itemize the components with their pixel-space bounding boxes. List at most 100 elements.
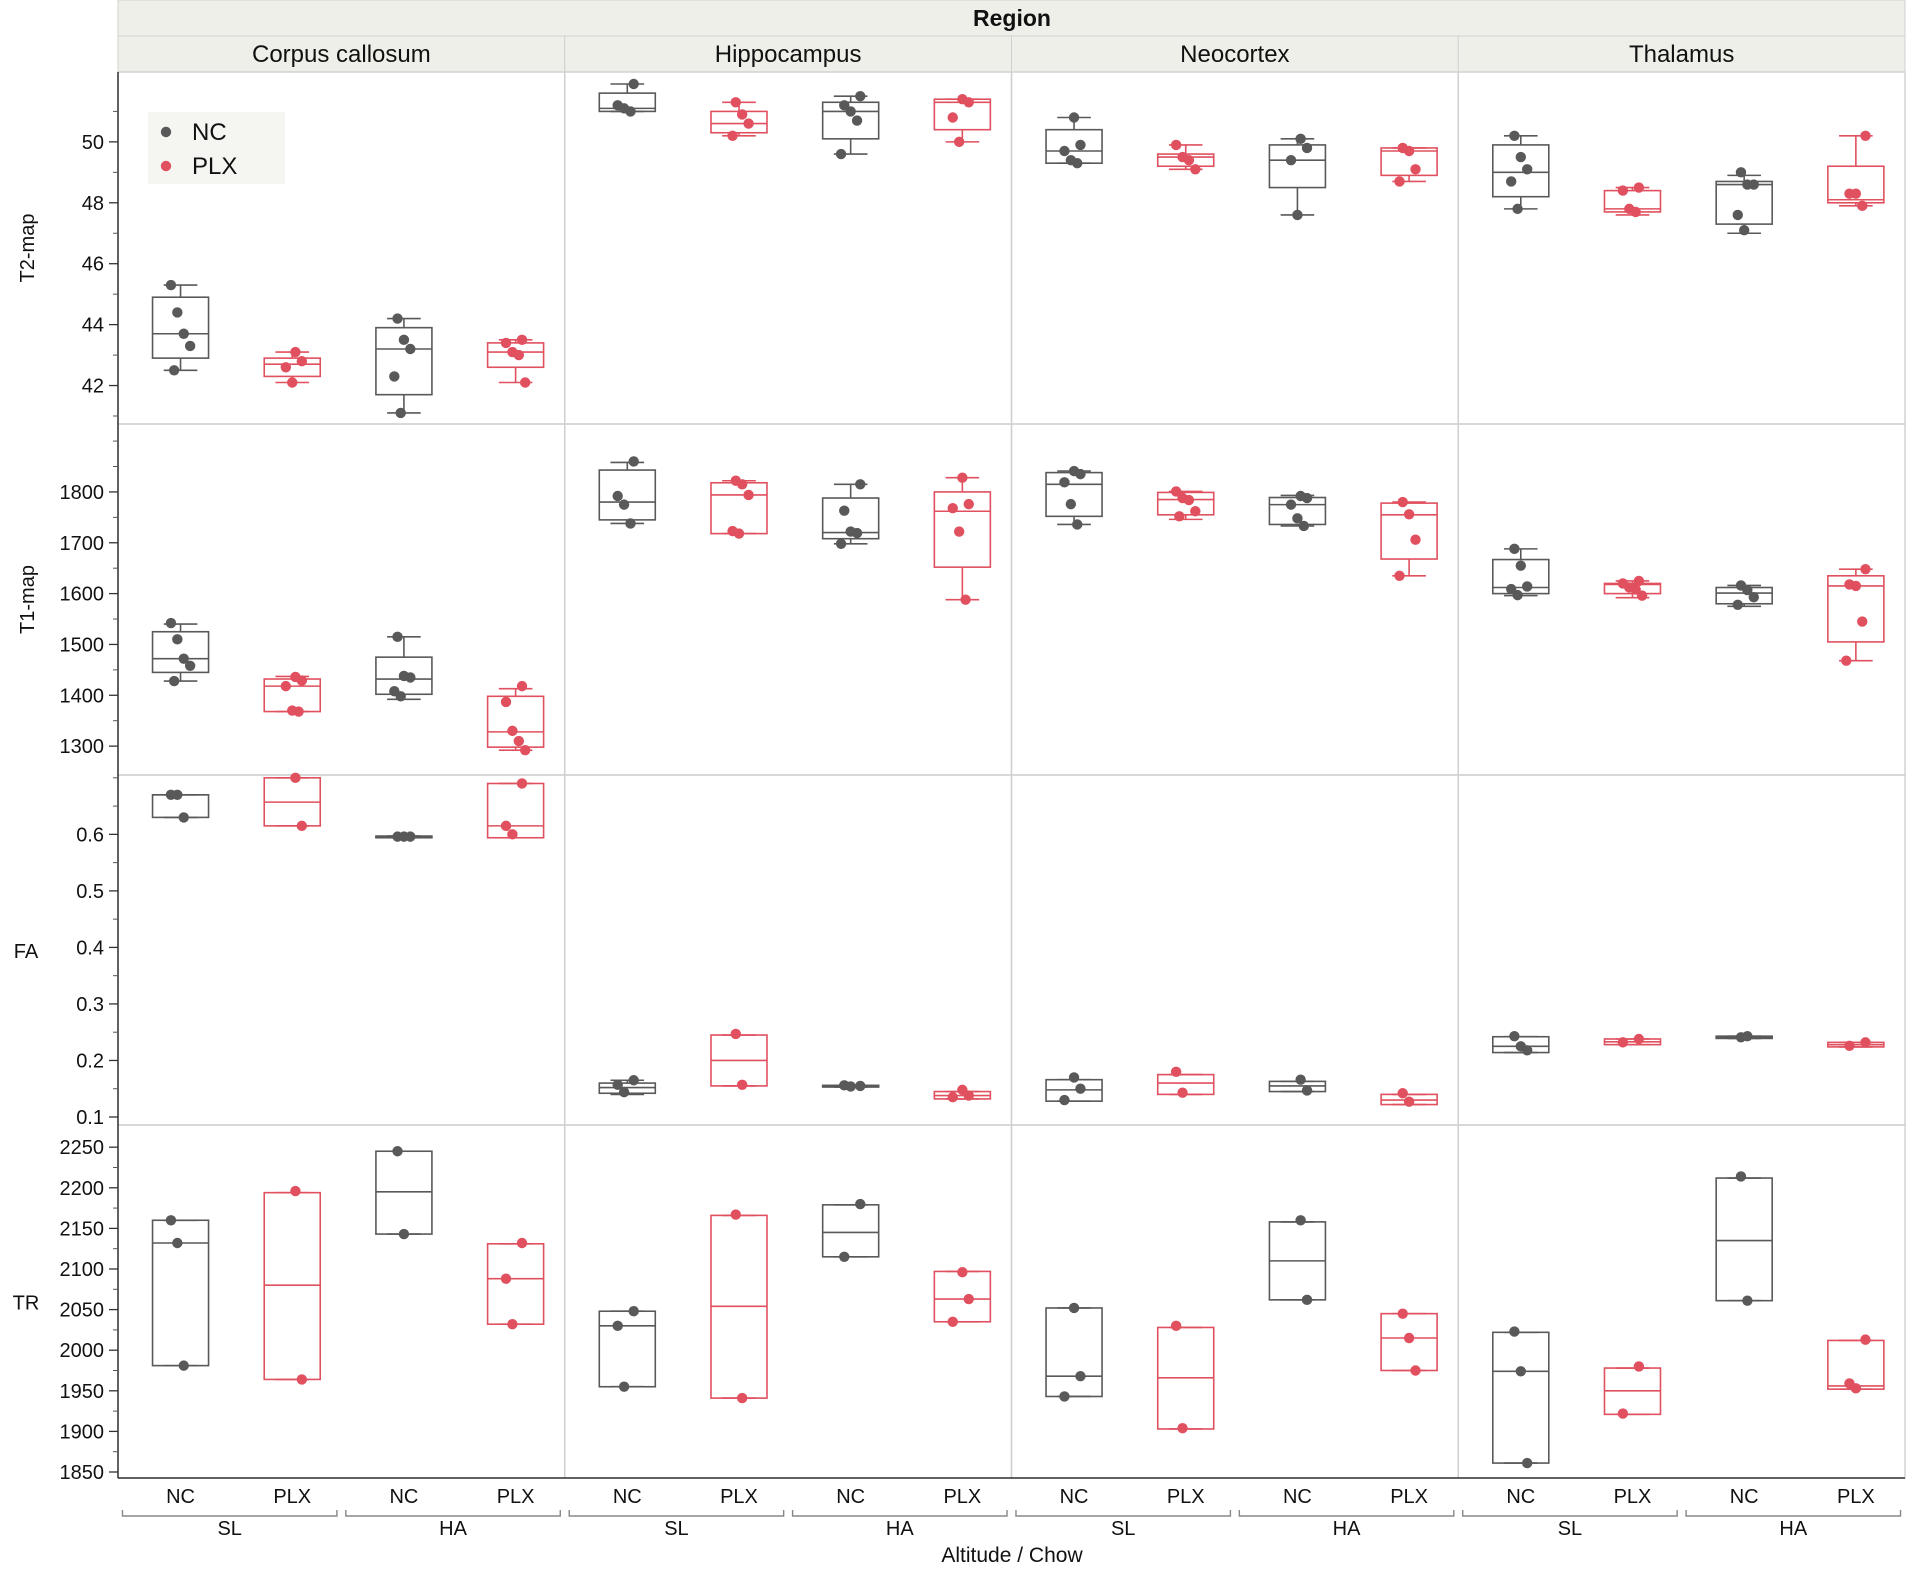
data-point-plx [500, 820, 512, 832]
data-point-plx [1617, 1037, 1629, 1048]
box-rect [821, 497, 880, 540]
data-point-nc [618, 499, 630, 510]
data-point-plx [733, 528, 745, 539]
altitude-label: HA [886, 1518, 914, 1540]
data-point-plx [1857, 200, 1868, 212]
data-point-plx [1857, 616, 1868, 627]
data-point-plx [287, 377, 298, 388]
data-point-nc [392, 631, 403, 643]
altitude-bracket [121, 1510, 338, 1517]
data-point-plx [293, 706, 304, 717]
data-point-plx [290, 772, 301, 784]
data-point-plx [1394, 176, 1405, 187]
box-rect [1491, 1331, 1550, 1464]
data-point-nc [1301, 1294, 1313, 1306]
region-header: Hippocampus [715, 41, 862, 68]
data-point-nc [1732, 209, 1743, 221]
x-tick-label: NC [1283, 1486, 1312, 1508]
data-point-nc [1742, 584, 1753, 596]
region-header: Thalamus [1629, 41, 1734, 68]
data-point-nc [398, 1228, 410, 1240]
y-tick-label: 2050 [60, 1300, 105, 1322]
altitude-bracket [791, 1510, 1008, 1517]
data-point-plx [1844, 1040, 1855, 1051]
data-point-nc [1735, 167, 1747, 178]
data-point-nc [168, 365, 180, 376]
x-tick-label: NC [1730, 1486, 1759, 1508]
data-point-nc [1512, 203, 1523, 215]
data-point-nc [851, 527, 863, 539]
data-point-nc [1292, 513, 1303, 524]
data-point-plx [736, 1392, 748, 1404]
region-header-band [117, 35, 566, 73]
data-point-plx [1841, 655, 1852, 666]
data-point-nc [172, 789, 183, 800]
data-point-nc [1515, 560, 1526, 571]
data-point-nc [1298, 520, 1310, 532]
altitude-bracket [345, 1510, 561, 1517]
y-tick-label: 2200 [60, 1178, 105, 1200]
y-tick-label: 46 [82, 254, 104, 276]
data-point-nc [1075, 139, 1086, 151]
data-point-nc [1075, 1083, 1086, 1094]
data-point-nc [1075, 468, 1086, 480]
data-point-nc [165, 279, 177, 291]
data-point-plx [1860, 1037, 1871, 1048]
data-point-nc [1515, 151, 1526, 163]
data-point-plx [947, 112, 958, 123]
y-tick-label: 0.2 [76, 1050, 104, 1072]
x-tick-label: PLX [1167, 1486, 1205, 1508]
data-point-plx [1633, 1033, 1645, 1045]
data-point-nc [612, 1320, 623, 1332]
data-point-plx [1397, 1088, 1408, 1099]
x-tick-label: PLX [943, 1486, 981, 1508]
chart-title: Region [973, 5, 1051, 31]
data-point-plx [507, 1319, 518, 1330]
data-point-plx [1410, 1365, 1421, 1376]
data-point-nc [172, 634, 183, 645]
data-point-plx [1403, 1332, 1415, 1344]
data-point-nc [172, 1237, 183, 1249]
box-rect [1380, 1312, 1438, 1372]
data-point-plx [963, 1293, 974, 1305]
data-point-plx [1170, 1066, 1182, 1077]
data-point-nc [1748, 591, 1759, 603]
data-point-nc [184, 660, 196, 671]
data-point-plx [736, 479, 748, 490]
box-rect [263, 357, 322, 378]
title-band [117, 0, 1906, 37]
y-tick-label: 1950 [60, 1381, 105, 1403]
data-point-nc [1301, 142, 1313, 154]
data-point-plx [296, 820, 308, 832]
y-tick-label: 0.1 [76, 1107, 104, 1129]
data-point-nc [178, 653, 189, 664]
data-point-plx [1190, 506, 1201, 517]
data-point-plx [727, 130, 738, 141]
box-rect [1491, 1035, 1550, 1054]
data-point-plx [1633, 575, 1645, 587]
data-point-nc [1292, 209, 1303, 221]
data-point-plx [1410, 534, 1421, 545]
y-tick-label: 2250 [60, 1137, 105, 1159]
data-point-nc [168, 675, 180, 687]
x-tick-label: PLX [1614, 1486, 1652, 1508]
data-point-nc [855, 1080, 866, 1092]
data-point-nc [184, 340, 196, 352]
data-point-nc [1515, 1366, 1526, 1377]
box-rect [375, 326, 433, 396]
altitude-label: SL [1558, 1518, 1582, 1540]
y-tick-label: 1500 [60, 634, 105, 656]
data-point-nc [1075, 1370, 1086, 1382]
x-tick-label: PLX [273, 1486, 311, 1508]
headers: Region Corpus callosum Hippocampus Neocorte… [117, 0, 1906, 73]
altitude-bracket [1015, 1510, 1232, 1517]
data-point-plx [730, 97, 741, 108]
altitude-bracket [568, 1510, 785, 1517]
data-point-nc [618, 1381, 630, 1392]
y-tick-label: 0.3 [76, 994, 104, 1016]
data-point-plx [743, 118, 754, 129]
data-point-plx [963, 1090, 974, 1101]
y-tick-label: 1700 [60, 533, 105, 555]
data-point-nc [845, 1081, 856, 1092]
x-tick-label: NC [1506, 1486, 1535, 1508]
